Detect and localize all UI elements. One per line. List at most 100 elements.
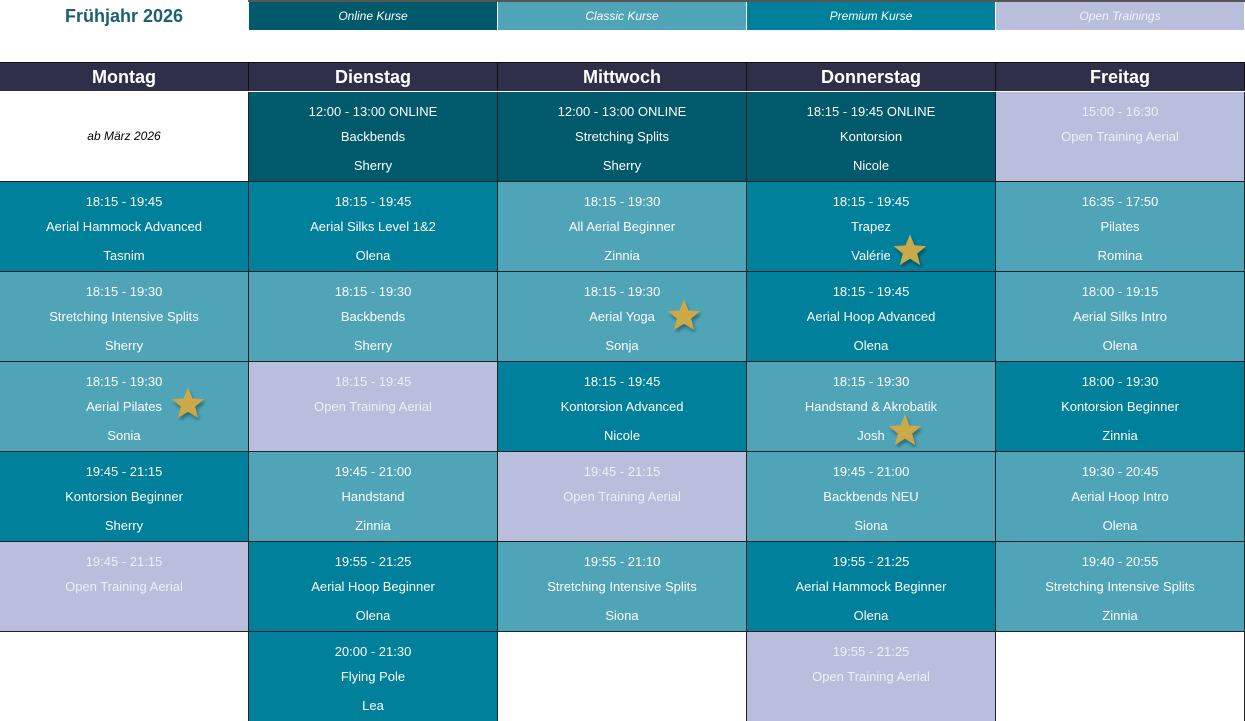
empty-cell: ab März 2026 — [0, 92, 249, 182]
class-slot: 19:55 - 21:25 Aerial Hoop Beginner Olena — [249, 542, 498, 632]
class-name: Backbends NEU — [823, 489, 919, 504]
class-slot: 12:00 - 13:00 ONLINE Stretching Splits She… — [498, 92, 747, 182]
class-time: 19:55 - 21:25 — [832, 644, 910, 659]
class-name: Aerial Hammock Beginner — [795, 579, 947, 594]
class-slot: 18:15 - 19:30 Stretching Intensive Splits… — [0, 272, 249, 362]
class-slot: 18:15 - 19:45 ONLINE Kontorsion Nicole — [747, 92, 996, 182]
star-icon — [666, 297, 702, 333]
legend-classic: Classic Kurse — [498, 2, 746, 30]
class-time: 19:30 - 20:45 — [1081, 464, 1159, 479]
class-name: Handstand & Akrobatik — [804, 399, 938, 414]
class-teacher: Olena — [853, 608, 889, 623]
class-name: Trapez — [851, 219, 891, 234]
legend-online: Online Kurse — [249, 2, 497, 30]
class-name: Aerial Silks Intro — [1073, 309, 1167, 324]
class-slot: 19:55 - 21:10 Stretching Intensive Splits… — [498, 542, 747, 632]
class-name: Pilates — [1100, 219, 1140, 234]
class-name: All Aerial Beginner — [568, 219, 676, 234]
empty-cell — [996, 632, 1245, 721]
class-time: 19:45 - 21:15 — [583, 464, 661, 479]
star-icon — [170, 385, 206, 421]
class-slot: 18:15 - 19:30 Backbends Sherry — [249, 272, 498, 362]
class-time: 15:00 - 16:30 — [1081, 104, 1159, 119]
class-time: 18:00 - 19:30 — [1081, 374, 1159, 389]
class-slot: 19:30 - 20:45 Aerial Hoop Intro Olena — [996, 452, 1245, 542]
class-slot: 20:00 - 21:30 Flying Pole Lea — [249, 632, 498, 721]
class-teacher: Zinnia — [1102, 608, 1138, 623]
class-slot: 18:15 - 19:45 Kontorsion Advanced Nicole — [498, 362, 747, 452]
class-teacher: Sherry — [353, 158, 393, 173]
class-slot: 18:15 - 19:45 Aerial Silks Level 1&2 Olena — [249, 182, 498, 272]
class-time: 18:15 - 19:45 — [334, 194, 412, 209]
class-name: Stretching Intensive Splits — [49, 309, 199, 324]
class-teacher: Olena — [853, 338, 889, 353]
class-teacher: Olena — [1102, 338, 1138, 353]
class-time: 18:15 - 19:45 — [334, 374, 412, 389]
class-slot: 18:15 - 19:30 All Aerial Beginner Zinnia — [498, 182, 747, 272]
class-time: 12:00 - 13:00 ONLINE — [308, 104, 438, 119]
class-slot: 18:15 - 19:45 Trapez Valérie — [747, 182, 996, 272]
class-time: 18:15 - 19:45 — [832, 284, 910, 299]
class-teacher: Sonja — [605, 338, 639, 353]
class-teacher: Olena — [1102, 518, 1138, 533]
class-time: 19:55 - 21:25 — [334, 554, 412, 569]
class-teacher: Siona — [854, 518, 888, 533]
class-name: Aerial Hoop Intro — [1071, 489, 1169, 504]
star-icon — [887, 412, 923, 448]
class-name: Kontorsion Beginner — [65, 489, 183, 504]
page-title: Frühjahr 2026 — [64, 6, 184, 26]
class-teacher: Zinnia — [355, 518, 391, 533]
class-time: 19:55 - 21:25 — [832, 554, 910, 569]
class-teacher: Zinnia — [604, 248, 640, 263]
class-time: 19:45 - 21:15 — [85, 554, 163, 569]
class-teacher: Sonia — [107, 428, 141, 443]
class-time: 18:00 - 19:15 — [1081, 284, 1159, 299]
class-time: 18:15 - 19:30 — [85, 374, 163, 389]
class-time: 19:45 - 21:00 — [832, 464, 910, 479]
class-teacher: Valérie — [851, 248, 891, 263]
class-time: 18:15 - 19:30 — [583, 194, 661, 209]
class-time: 19:45 - 21:15 — [85, 464, 163, 479]
class-teacher: Tasnim — [103, 248, 145, 263]
class-time: 18:15 - 19:30 — [334, 284, 412, 299]
class-slot: 12:00 - 13:00 ONLINE Backbends Sherry — [249, 92, 498, 182]
class-time: 18:15 - 19:30 — [832, 374, 910, 389]
class-time: 12:00 - 13:00 ONLINE — [557, 104, 687, 119]
class-name: Aerial Hoop Beginner — [311, 579, 435, 594]
class-slot: 19:45 - 21:15 Open Training Aerial — [498, 452, 747, 542]
class-slot: 18:15 - 19:45 Aerial Hammock Advanced Tasn… — [0, 182, 249, 272]
class-name: Stretching Intensive Splits — [547, 579, 697, 594]
class-name: Flying Pole — [340, 669, 406, 684]
day-header-dienstag: Dienstag — [249, 62, 498, 91]
class-time: 18:15 - 19:45 — [85, 194, 163, 209]
class-slot: 19:55 - 21:25 Open Training Aerial — [747, 632, 996, 721]
class-teacher: Sherry — [104, 338, 144, 353]
class-time: 18:15 - 19:45 — [832, 194, 910, 209]
class-slot: 19:45 - 21:00 Handstand Zinnia — [249, 452, 498, 542]
class-slot: 18:15 - 19:30 Handstand & Akrobatik Josh — [747, 362, 996, 452]
class-slot: 18:15 - 19:30 Aerial Yoga Sonja — [498, 272, 747, 362]
divider — [248, 0, 1245, 2]
legend-premium: Premium Kurse — [747, 2, 995, 30]
class-slot: 16:35 - 17:50 Pilates Romina — [996, 182, 1245, 272]
class-teacher: Olena — [355, 248, 391, 263]
class-name: Backbends — [340, 129, 406, 144]
start-note: ab März 2026 — [87, 129, 161, 143]
class-teacher: Nicole — [603, 428, 641, 443]
class-slot: 19:45 - 21:00 Backbends NEU Siona — [747, 452, 996, 542]
class-name: Open Training Aerial — [563, 489, 681, 504]
class-name: Open Training Aerial — [65, 579, 183, 594]
class-name: Kontorsion — [839, 129, 903, 144]
class-name: Open Training Aerial — [314, 399, 432, 414]
class-slot: 19:45 - 21:15 Open Training Aerial — [0, 542, 249, 632]
star-icon — [892, 232, 928, 268]
class-time: 19:40 - 20:55 — [1081, 554, 1159, 569]
class-time: 18:15 - 19:30 — [583, 284, 661, 299]
class-name: Aerial Silks Level 1&2 — [310, 219, 436, 234]
class-slot: 18:15 - 19:45 Aerial Hoop Advanced Olena — [747, 272, 996, 362]
class-teacher: Lea — [362, 698, 384, 713]
class-teacher: Olena — [355, 608, 391, 623]
empty-cell — [498, 632, 747, 721]
class-teacher: Siona — [605, 608, 639, 623]
day-header-freitag: Freitag — [996, 62, 1245, 91]
